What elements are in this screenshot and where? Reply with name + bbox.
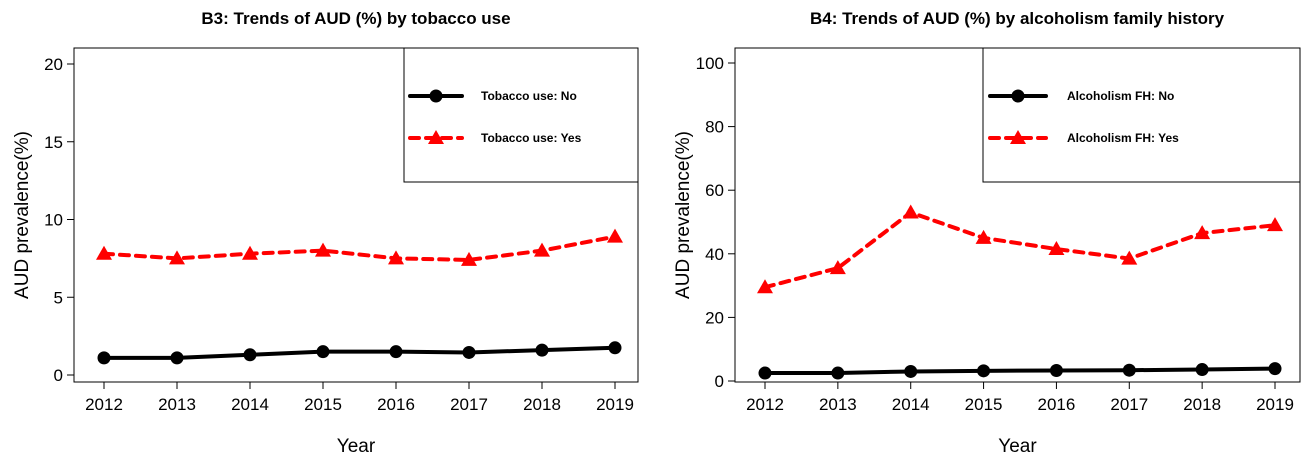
data-point-1-2017	[462, 345, 476, 359]
x-tick-label: 2012	[85, 395, 123, 414]
chart-title: B4: Trends of AUD (%) by alcoholism fami…	[810, 9, 1225, 28]
y-tick-label: 100	[696, 54, 724, 73]
y-tick-label: 20	[705, 308, 724, 327]
data-point-1-2013	[170, 351, 184, 365]
chart-panel-2: B4: Trends of AUD (%) by alcoholism fami…	[673, 9, 1301, 457]
y-tick-label: 5	[54, 288, 63, 307]
x-tick-label: 2019	[1256, 395, 1294, 414]
x-tick-label: 2014	[231, 395, 269, 414]
legend-box	[403, 47, 639, 183]
data-point-1-2019	[1268, 362, 1282, 376]
data-point-1-2019	[608, 341, 622, 355]
data-point-2-2015	[975, 229, 992, 244]
y-tick-label: 40	[705, 245, 724, 264]
legend-marker-2	[428, 130, 444, 144]
x-tick-label: 2017	[450, 395, 488, 414]
legend-label-2: Tobacco use: Yes	[481, 131, 582, 145]
chart-panel-1: B3: Trends of AUD (%) by tobacco use 0 5 10…	[12, 9, 639, 457]
y-tick-label: 0	[715, 372, 724, 391]
data-point-2-2017	[1121, 250, 1138, 265]
data-point-1-2012	[97, 351, 111, 365]
series-line-2	[102, 234, 617, 262]
data-point-2-2017	[461, 251, 477, 266]
legend-label-1: Tobacco use: No	[481, 89, 577, 103]
y-tick-label: 80	[705, 118, 724, 137]
data-point-1-2016	[1049, 364, 1063, 378]
data-point-2-2012	[757, 279, 773, 294]
data-point-1-2013	[831, 366, 845, 380]
y-axis-label: AUD prevalence(%)	[12, 131, 33, 299]
legend-box	[982, 47, 1301, 183]
data-point-2-2014	[242, 245, 258, 260]
x-tick-label: 2018	[1183, 395, 1221, 414]
x-tick-label: 2012	[746, 395, 784, 414]
data-point-1-2015	[316, 345, 330, 359]
data-point-2-2015	[315, 242, 331, 257]
y-axis-label: AUD prevalence(%)	[673, 131, 694, 299]
x-tick-label: 2015	[304, 395, 342, 414]
data-point-2-2016	[388, 250, 404, 265]
x-tick-label: 2016	[377, 395, 415, 414]
data-point-1-2014	[243, 348, 257, 362]
data-point-2-2013	[829, 260, 846, 275]
x-axis-label: Year	[998, 436, 1037, 457]
x-tick-label: 2013	[819, 395, 857, 414]
data-point-1-2016	[389, 345, 403, 359]
data-point-1-2012	[758, 366, 772, 380]
data-point-2-2013	[169, 250, 185, 265]
data-point-2-2019	[1267, 217, 1283, 232]
x-tick-label: 2013	[158, 395, 196, 414]
series-line-2	[763, 210, 1277, 290]
y-tick-label: 15	[44, 133, 63, 152]
x-tick-label: 2018	[523, 395, 561, 414]
series-line-1	[763, 366, 1277, 376]
y-tick-label: 10	[44, 211, 63, 230]
x-tick-label: 2015	[965, 395, 1003, 414]
plot-frame	[73, 47, 639, 383]
x-tick-label: 2014	[892, 395, 930, 414]
legend-label-1: Alcoholism FH: No	[1067, 89, 1174, 103]
data-point-2-2019	[607, 228, 623, 243]
data-point-2-2018	[534, 242, 550, 257]
y-tick-label: 0	[54, 366, 63, 385]
y-tick-label: 20	[44, 55, 63, 74]
legend-marker-1	[1011, 89, 1025, 103]
y-tick-label: 60	[705, 181, 724, 200]
data-point-1-2017	[1122, 363, 1136, 377]
legend-marker-1	[429, 89, 443, 103]
data-point-1-2015	[977, 364, 991, 378]
data-point-2-2018	[1194, 225, 1211, 240]
data-point-2-2016	[1048, 241, 1065, 256]
data-point-1-2018	[1195, 363, 1209, 377]
x-axis-label: Year	[337, 436, 376, 457]
data-point-1-2018	[535, 343, 549, 357]
x-tick-label: 2017	[1110, 395, 1148, 414]
legend-marker-2	[1010, 130, 1026, 144]
series-line-1	[102, 345, 617, 360]
chart-title: B3: Trends of AUD (%) by tobacco use	[201, 9, 510, 28]
data-point-2-2014	[902, 204, 919, 219]
x-tick-label: 2019	[596, 395, 634, 414]
legend-label-2: Alcoholism FH: Yes	[1067, 131, 1179, 145]
x-tick-label: 2016	[1038, 395, 1076, 414]
data-point-2-2012	[96, 245, 112, 260]
data-point-1-2014	[904, 364, 918, 378]
